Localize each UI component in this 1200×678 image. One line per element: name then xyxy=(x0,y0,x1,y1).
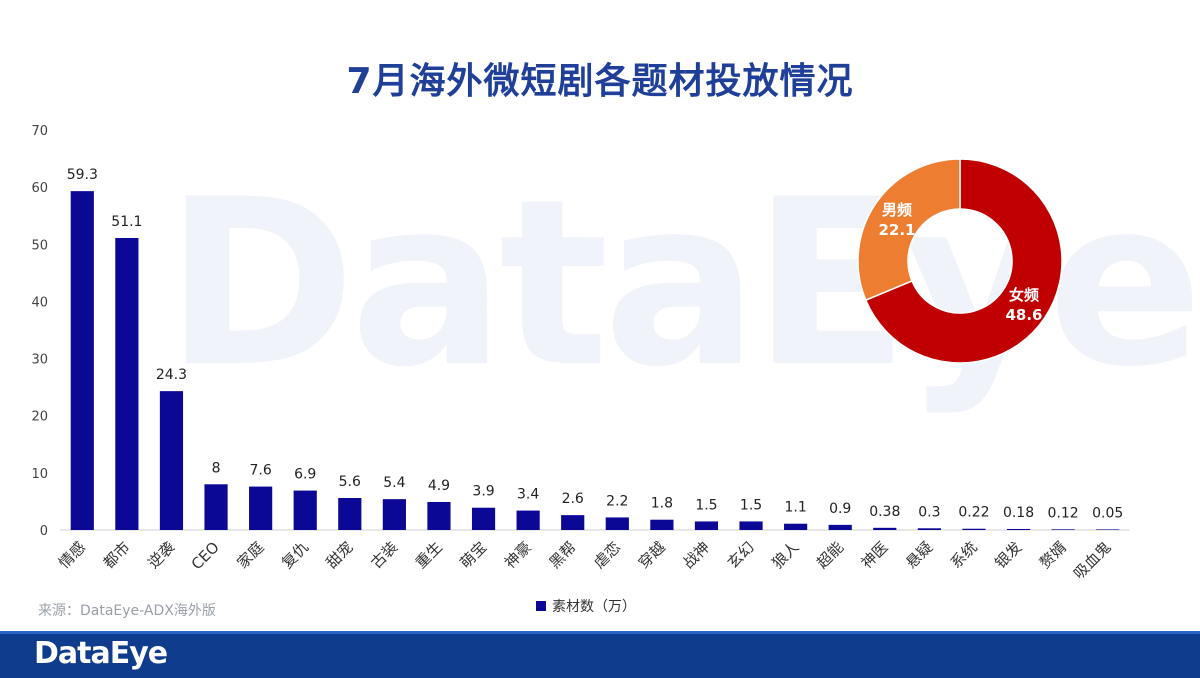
y-axis: 0 10 20 30 40 50 60 70 xyxy=(31,124,48,539)
data-label: 1.5 xyxy=(695,497,717,513)
x-tick-label: 穿越 xyxy=(635,538,669,572)
x-tick-label: 甜宠 xyxy=(323,538,357,572)
pie-slice-name: 女频 xyxy=(1009,286,1039,304)
legend-swatch xyxy=(536,601,546,611)
source-note: 来源：DataEye-ADX海外版 xyxy=(38,603,216,619)
data-label: 5.6 xyxy=(339,474,361,490)
data-label: 8 xyxy=(212,460,221,476)
bar-虐恋 xyxy=(605,517,629,530)
data-label: 0.12 xyxy=(1048,505,1079,521)
data-label: 1.5 xyxy=(740,497,762,513)
x-tick-label: 赘婿 xyxy=(1036,538,1070,572)
data-label: 3.9 xyxy=(472,484,494,500)
x-tick-label: 玄幻 xyxy=(724,538,758,572)
bar-超能 xyxy=(828,524,852,530)
x-tick-label: 银发 xyxy=(991,538,1025,572)
data-label: 0.3 xyxy=(918,504,940,520)
data-label: 24.3 xyxy=(156,367,187,383)
x-tick-label: 超能 xyxy=(813,538,847,572)
donut-chart: 女频 48.6 男频 22.1 xyxy=(857,158,1063,364)
y-tick-label: 0 xyxy=(40,524,48,539)
legend-label: 素材数（万） xyxy=(552,599,636,615)
bar-家庭 xyxy=(249,486,273,530)
y-tick-label: 10 xyxy=(31,467,48,482)
bar-战神 xyxy=(694,521,719,530)
bar-悬疑 xyxy=(917,528,941,530)
x-tick-label: 悬疑 xyxy=(902,538,936,572)
x-tick-label: 战神 xyxy=(679,538,713,572)
bar-甜宠 xyxy=(338,498,362,530)
x-tick-label: 古装 xyxy=(367,538,401,572)
x-axis-labels: 情感 都市 逆袭 CEO 家庭 复仇 甜宠 古装 重生 萌宝 神豪 黑帮 虐恋 穿越 战神 玄幻 狼人 超能 神医悬… xyxy=(55,538,1114,583)
data-label: 2.2 xyxy=(606,493,628,509)
x-tick-label: 情感 xyxy=(55,538,89,572)
pie-slice-value: 22.1 xyxy=(878,221,915,239)
y-tick-label: 50 xyxy=(31,238,48,253)
data-label: 1.8 xyxy=(651,496,673,512)
bar-系统 xyxy=(962,528,986,530)
data-label: 51.1 xyxy=(111,214,142,230)
pie-slice-value: 48.6 xyxy=(1005,306,1042,324)
bar-CEO xyxy=(204,484,228,530)
bar-穿越 xyxy=(650,519,674,530)
bar-情感 xyxy=(70,191,94,530)
x-tick-label: 都市 xyxy=(100,538,134,572)
x-tick-label: 重生 xyxy=(412,538,446,572)
data-label: 2.6 xyxy=(562,491,584,507)
pie-slice-女频 xyxy=(864,158,1063,364)
bar-古装 xyxy=(382,499,406,530)
data-label: 1.1 xyxy=(784,500,806,516)
data-label: 59.3 xyxy=(67,167,98,183)
data-labels: 59.3 51.1 24.3 8 7.6 6.9 5.6 5.4 4.9 3.9 3.4 2.6 2.2… xyxy=(67,167,1124,521)
data-label: 0.18 xyxy=(1003,505,1034,521)
bar-重生 xyxy=(427,502,451,530)
x-tick-label: 萌宝 xyxy=(456,538,490,572)
bar-神豪 xyxy=(516,510,540,530)
bar-萌宝 xyxy=(471,507,496,530)
y-tick-label: 40 xyxy=(31,295,48,310)
pie-slice-name: 男频 xyxy=(882,201,912,219)
x-tick-label: 家庭 xyxy=(234,538,268,572)
x-tick-label: 狼人 xyxy=(769,538,803,572)
bar-逆袭 xyxy=(159,391,184,530)
y-tick-label: 60 xyxy=(31,181,48,196)
footer-logo: DataEye xyxy=(34,636,168,671)
data-label: 0.22 xyxy=(958,505,989,521)
bar-黑帮 xyxy=(561,515,585,530)
x-tick-label: 黑帮 xyxy=(546,538,580,572)
y-tick-label: 70 xyxy=(31,124,48,139)
bar-狼人 xyxy=(784,523,808,530)
bar-银发 xyxy=(1006,528,1031,530)
bar-复仇 xyxy=(293,490,317,530)
data-label: 6.9 xyxy=(294,467,316,483)
bar-玄幻 xyxy=(739,521,763,530)
pie-slice-男频 xyxy=(857,158,961,302)
x-tick-label: 吸血鬼 xyxy=(1070,538,1115,583)
data-label: 0.38 xyxy=(869,504,900,520)
x-tick-label: 系统 xyxy=(947,538,981,572)
bar-都市 xyxy=(115,238,139,530)
bar-赘婿 xyxy=(1051,529,1075,530)
bar-series xyxy=(70,191,1120,530)
data-label: 5.4 xyxy=(383,475,405,491)
legend: 素材数（万） xyxy=(536,596,636,616)
x-tick-label: 虐恋 xyxy=(590,538,624,572)
y-tick-label: 20 xyxy=(31,410,48,425)
chart-title: 7月海外微短剧各题材投放情况 xyxy=(346,61,854,102)
footer-bar: DataEye xyxy=(0,631,1200,678)
x-tick-label: 逆袭 xyxy=(144,538,178,572)
data-label: 4.9 xyxy=(428,478,450,494)
data-label: 7.6 xyxy=(249,463,271,479)
data-label: 3.4 xyxy=(517,487,539,503)
x-tick-label: CEO xyxy=(188,538,223,573)
data-label: 0.9 xyxy=(829,501,851,517)
x-tick-label: 神医 xyxy=(858,538,892,572)
bar-神医 xyxy=(873,527,897,530)
bar-吸血鬼 xyxy=(1096,529,1120,530)
y-tick-label: 30 xyxy=(31,353,48,368)
x-tick-label: 神豪 xyxy=(501,538,535,572)
data-label: 0.05 xyxy=(1092,505,1123,521)
x-tick-label: 复仇 xyxy=(278,538,312,572)
